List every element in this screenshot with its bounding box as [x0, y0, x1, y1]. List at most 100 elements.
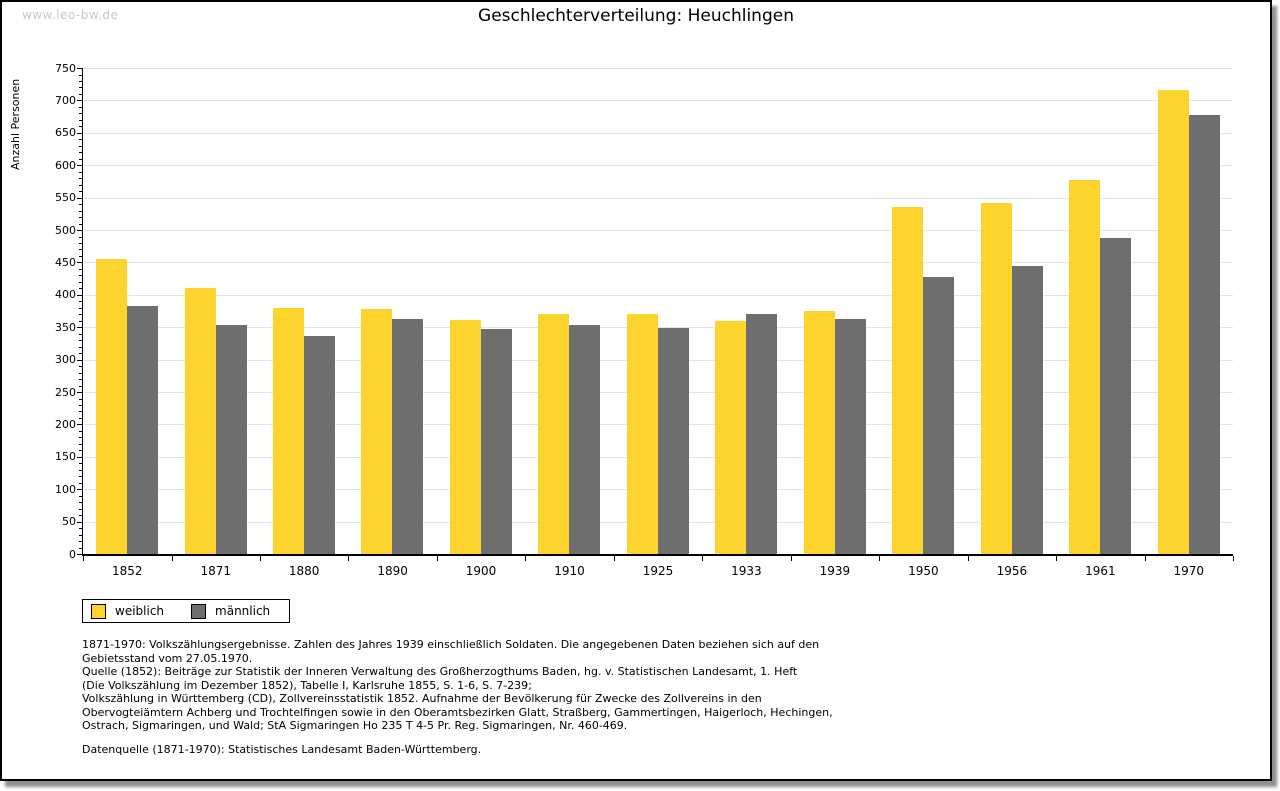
bar-männlich-1871	[215, 325, 247, 554]
x-tick-label: 1961	[1085, 564, 1116, 578]
y-minor-tick	[79, 379, 82, 380]
x-tick-label: 1970	[1173, 564, 1205, 578]
y-tick-label: 500	[55, 223, 76, 237]
legend-label-weiblich: weiblich	[115, 604, 165, 618]
gridline	[83, 100, 1233, 102]
y-major-tick	[77, 132, 82, 134]
x-boundary-tick	[525, 556, 527, 561]
y-minor-tick	[79, 482, 82, 484]
y-minor-tick	[79, 81, 82, 82]
y-minor-tick	[79, 255, 82, 257]
y-tick-label: 150	[55, 450, 76, 464]
footnotes: 1871-1970: Volkszählungsergebnisse. Zahl…	[82, 638, 833, 733]
bar-männlich-1970	[1188, 115, 1220, 554]
y-minor-tick	[79, 119, 82, 121]
y-minor-tick	[79, 217, 82, 218]
footnote-line: Ostrach, Sigmaringen, und Wald; StA Sigm…	[82, 719, 628, 732]
y-minor-tick	[79, 333, 82, 335]
gridline	[83, 294, 1233, 296]
bar-weiblich-1910	[538, 313, 570, 554]
y-major-tick	[77, 197, 82, 199]
y-minor-tick	[79, 281, 82, 283]
y-minor-tick	[79, 93, 82, 95]
datasource-line: Datenquelle (1871-1970): Statistisches L…	[82, 743, 482, 756]
y-minor-tick	[79, 74, 82, 76]
gridline	[83, 197, 1233, 199]
gridline	[83, 68, 1233, 69]
bar-männlich-1880	[303, 335, 335, 554]
y-major-tick	[77, 521, 82, 523]
y-tick-label: 200	[55, 417, 76, 431]
bar-männlich-1961	[1100, 238, 1132, 554]
y-minor-tick	[79, 223, 82, 225]
x-boundary-tick	[1144, 556, 1146, 561]
footnote-line: (Die Volkszählung im Dezember 1852), Tab…	[82, 678, 532, 692]
x-boundary-tick	[1233, 556, 1234, 561]
y-minor-tick	[79, 353, 82, 355]
y-minor-tick	[79, 249, 82, 251]
gridline	[83, 327, 1233, 329]
y-minor-tick	[79, 469, 82, 471]
x-tick-label: 1880	[288, 564, 320, 578]
y-minor-tick	[79, 275, 82, 277]
bar-weiblich-1970	[1157, 90, 1189, 554]
y-minor-tick	[79, 171, 82, 173]
y-minor-tick	[79, 314, 82, 316]
y-tick-label: 300	[55, 353, 76, 367]
y-major-tick	[77, 294, 82, 296]
y-major-tick	[77, 100, 82, 102]
y-minor-tick	[79, 236, 82, 238]
x-tick-label: 1852	[111, 564, 143, 578]
y-minor-tick	[79, 508, 82, 510]
x-tick-label: 1910	[554, 564, 585, 578]
y-minor-tick	[79, 417, 82, 419]
x-boundary-tick	[171, 556, 173, 561]
footnote-line: Volkszählung in Württemberg (CD), Zollve…	[82, 692, 762, 705]
x-tick-label: 1950	[908, 564, 939, 578]
y-minor-tick	[79, 340, 82, 342]
chart-title: Geschlechterverteilung: Heuchlingen	[478, 6, 794, 26]
y-major-tick	[77, 262, 82, 264]
bar-männlich-1956	[1011, 265, 1043, 554]
bar-männlich-1900	[480, 329, 512, 554]
bar-weiblich-1961	[1069, 180, 1101, 554]
y-minor-tick	[79, 528, 82, 530]
x-tick-label: 1956	[996, 564, 1028, 578]
bar-weiblich-1900	[449, 320, 481, 554]
legend-swatch-weiblich	[91, 603, 106, 619]
bar-weiblich-1852	[96, 258, 127, 554]
legend-swatch-maennlich	[191, 603, 207, 619]
y-minor-tick	[79, 288, 82, 290]
y-axis-title: Anzahl Personen	[9, 78, 22, 170]
x-tick-label: 1939	[819, 564, 851, 578]
bar-weiblich-1933	[715, 320, 747, 554]
y-minor-tick	[79, 541, 82, 542]
y-minor-tick	[79, 346, 82, 348]
y-minor-tick	[79, 126, 82, 128]
x-boundary-tick	[436, 556, 438, 561]
y-minor-tick	[79, 463, 82, 465]
y-major-tick	[77, 456, 82, 458]
y-tick-label: 750	[55, 61, 76, 75]
x-boundary-tick	[879, 556, 881, 561]
y-minor-tick	[79, 385, 82, 387]
y-minor-tick	[79, 495, 82, 497]
x-tick-label: 1925	[642, 564, 674, 578]
y-tick-label: 400	[55, 288, 76, 302]
y-major-tick	[77, 424, 82, 426]
y-major-tick	[77, 230, 82, 231]
y-minor-tick	[79, 301, 82, 303]
gridline	[83, 230, 1233, 231]
plot-area	[82, 68, 1233, 556]
x-boundary-tick	[702, 556, 704, 561]
x-tick-label: 1933	[731, 564, 762, 578]
legend: weiblich männlich	[82, 599, 290, 623]
y-tick-label: 0	[69, 547, 76, 561]
y-minor-tick	[79, 191, 82, 193]
y-minor-tick	[79, 152, 82, 154]
footnote-line: Obervogteiämtern Achberg und Trochtelfin…	[82, 705, 833, 719]
x-boundary-tick	[348, 556, 350, 561]
y-tick-label: 350	[55, 320, 76, 334]
y-major-tick	[77, 392, 82, 393]
